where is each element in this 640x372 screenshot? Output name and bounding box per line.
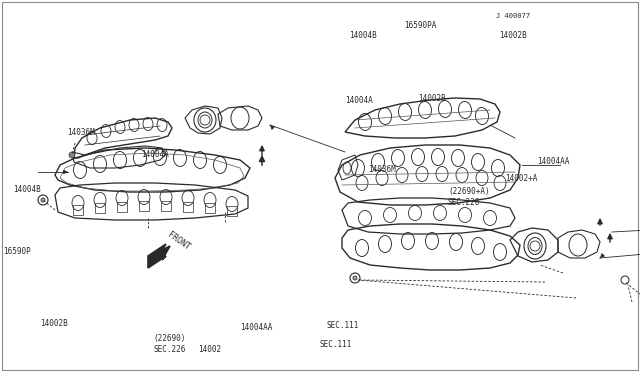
Text: 14004AA: 14004AA [240,323,273,332]
Text: SEC.226: SEC.226 [448,198,481,207]
Text: 16590PA: 16590PA [404,21,437,30]
Text: SEC.111: SEC.111 [326,321,359,330]
Circle shape [353,276,357,280]
Text: 14004B: 14004B [13,185,40,194]
Bar [227,206,237,216]
Bar [95,203,105,213]
Bar [117,202,127,212]
Text: 14004B: 14004B [349,31,376,40]
Polygon shape [148,244,170,268]
Bar [73,205,83,215]
Circle shape [69,152,75,158]
Circle shape [41,198,45,202]
Text: SEC.226: SEC.226 [154,345,186,354]
Text: 14004A: 14004A [346,96,373,105]
Text: 14036M: 14036M [67,128,95,137]
Text: 14004AA: 14004AA [538,157,570,166]
Text: 14002B: 14002B [40,319,67,328]
Text: 14002B: 14002B [418,94,445,103]
Bar [139,201,149,211]
Text: 14036M: 14036M [368,165,396,174]
Text: 16590P: 16590P [3,247,31,256]
Bar [161,201,171,211]
Text: (22690): (22690) [154,334,186,343]
Text: 14004A: 14004A [141,150,168,159]
Text: (22690+A): (22690+A) [448,187,490,196]
Text: 14002: 14002 [198,345,221,354]
Bar [183,202,193,212]
Text: 14002B: 14002B [499,31,527,40]
Text: SEC.111: SEC.111 [320,340,353,349]
Bar [205,203,215,213]
Text: FRONT: FRONT [166,230,191,252]
Text: J 400077: J 400077 [496,13,530,19]
Text: 14002+A: 14002+A [506,174,538,183]
